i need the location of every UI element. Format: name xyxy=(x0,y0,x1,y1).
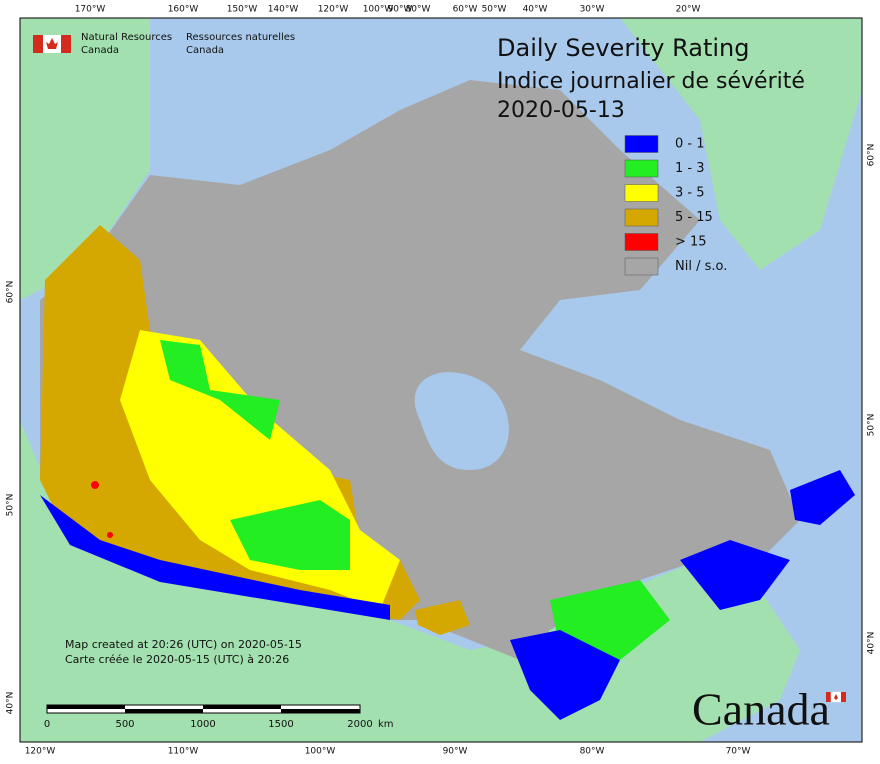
zone-0-1 xyxy=(510,630,620,720)
longitude-label: 100°W xyxy=(305,747,336,757)
alaska xyxy=(20,18,150,300)
latitude-label: 40°N xyxy=(867,632,877,655)
longitude-label: 110°W xyxy=(168,747,199,757)
zone-0-1 xyxy=(790,470,855,525)
footer: Carte créée le 2020-05-15 (UTC) à 20:26 xyxy=(65,653,289,666)
legend-swatch xyxy=(624,184,659,202)
legend-label: 5 - 15 xyxy=(675,210,713,225)
org-fr: Canada xyxy=(186,45,224,56)
longitude-label: 140°W xyxy=(268,5,299,15)
longitude-label: 160°W xyxy=(168,5,199,15)
org-fr: Ressources naturelles xyxy=(186,32,295,43)
legend-label: 0 - 1 xyxy=(675,137,705,152)
scale-bar-segment xyxy=(203,705,281,709)
longitude-label: 50°W xyxy=(482,5,507,15)
latitude-label: 50°N xyxy=(867,414,877,437)
latitude-label: 60°N xyxy=(867,144,877,167)
scale-unit: km xyxy=(378,719,394,730)
org-en: Canada xyxy=(81,45,119,56)
zone-1-3 xyxy=(160,340,280,440)
scale-label: 1000 xyxy=(190,719,215,730)
longitude-label: 90°W xyxy=(443,747,468,757)
zone-0-1 xyxy=(680,540,790,610)
longitude-label: 120°W xyxy=(318,5,349,15)
latitude-label: 60°N xyxy=(6,281,16,304)
longitude-label: 150°W xyxy=(227,5,258,15)
flag-logo xyxy=(33,35,71,53)
wordmark: Canada xyxy=(692,684,830,735)
longitude-label: 80°W xyxy=(580,747,605,757)
title: Daily Severity Rating xyxy=(497,34,749,62)
latitude-label: 40°N xyxy=(6,692,16,715)
legend-label: > 15 xyxy=(675,235,707,250)
scale-label: 1500 xyxy=(268,719,293,730)
legend-swatch xyxy=(624,257,659,276)
longitude-label: 60°W xyxy=(453,5,478,15)
hudson-bay xyxy=(414,372,509,470)
scale-bar xyxy=(46,704,361,714)
title: Indice journalier de sévérité xyxy=(497,69,805,94)
legend-label: 1 - 3 xyxy=(675,161,705,176)
legend-swatch xyxy=(624,208,659,227)
org-en: Natural Resources xyxy=(81,32,172,43)
date: 2020-05-13 xyxy=(497,98,625,123)
scale-bar-segment xyxy=(47,705,125,709)
scale-bar-segment xyxy=(125,709,203,713)
longitude-label: 40°W xyxy=(523,5,548,15)
longitude-label: 120°W xyxy=(25,747,56,757)
latitude-label: 50°N xyxy=(6,494,16,517)
zone-gt-15 xyxy=(107,532,113,538)
footer: Map created at 20:26 (UTC) on 2020-05-15 xyxy=(65,638,302,651)
longitude-label: 100°W xyxy=(363,5,394,15)
scale-label: 0 xyxy=(44,719,50,730)
legend-label: 3 - 5 xyxy=(675,186,705,201)
longitude-label: 90°W xyxy=(388,5,413,15)
longitude-label: 30°W xyxy=(580,5,605,15)
scale-label: 2000 xyxy=(347,719,372,730)
scale-bar-segment xyxy=(281,709,360,713)
zone-5-15 xyxy=(415,600,470,635)
longitude-label: 170°W xyxy=(75,5,106,15)
longitude-label: 70°W xyxy=(726,747,751,757)
legend-swatch xyxy=(624,159,659,178)
legend-swatch xyxy=(624,233,659,251)
longitude-label: 20°W xyxy=(676,5,701,15)
zone-0-1 xyxy=(40,495,390,620)
scale-label: 500 xyxy=(115,719,134,730)
zone-1-3 xyxy=(230,500,350,570)
greenland xyxy=(620,18,862,270)
wordmark-flag xyxy=(826,691,846,703)
zone-gt-15 xyxy=(91,481,99,489)
legend-label: Nil / s.o. xyxy=(675,259,727,274)
frame xyxy=(19,17,863,743)
longitude-label: 80°W xyxy=(406,5,431,15)
legend-swatch xyxy=(624,135,659,153)
